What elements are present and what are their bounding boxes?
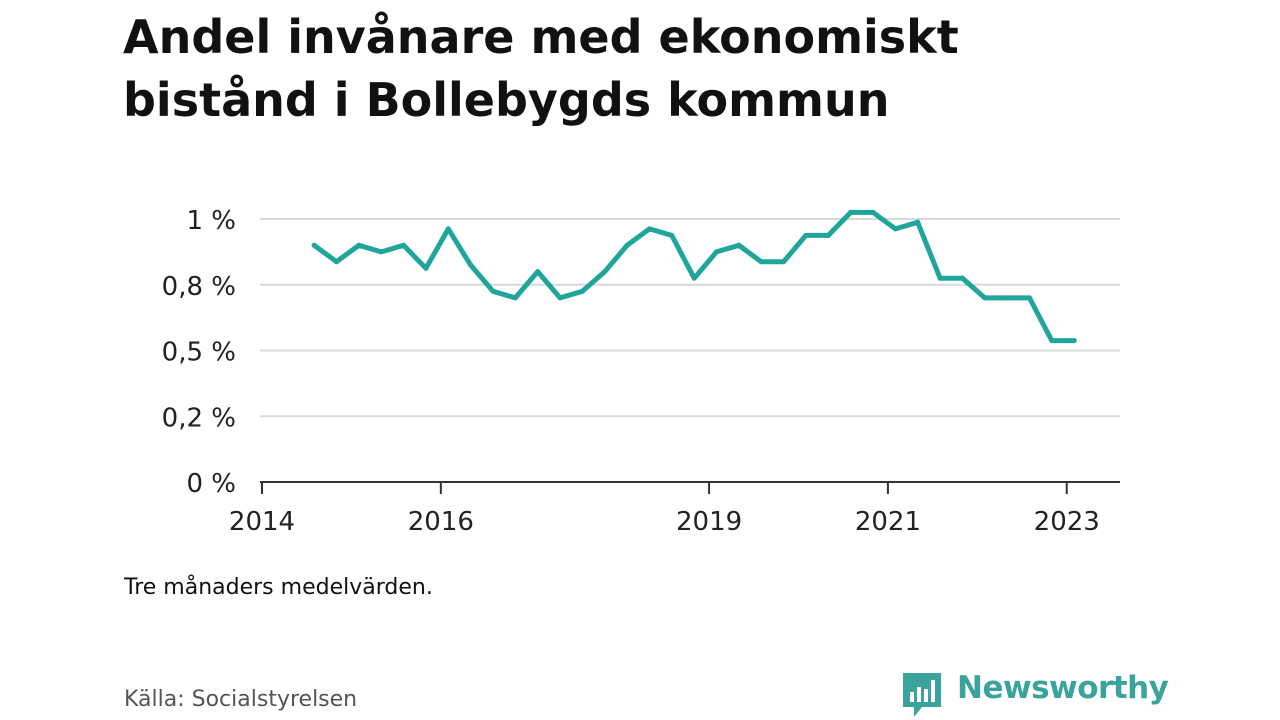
data-point (468, 262, 474, 268)
gridlines (260, 218, 1120, 418)
x-tick-label: 2019 (676, 507, 742, 537)
x-tick-label: 2014 (229, 507, 295, 537)
data-point (982, 295, 988, 301)
data-point (535, 269, 541, 275)
data-point (646, 226, 652, 232)
data-point (892, 226, 898, 232)
data-point (557, 295, 563, 301)
y-tick-label: 0 % (186, 469, 236, 499)
data-point (937, 275, 943, 281)
data-point (758, 259, 764, 265)
data-point (378, 249, 384, 255)
data-point (602, 269, 608, 275)
data-point (669, 232, 675, 238)
data-point (870, 209, 876, 215)
y-axis-tick-labels: 0 % 0,2 % 0,5 % 0,8 % 1 % (162, 206, 236, 499)
data-point (803, 232, 809, 238)
data-point (959, 275, 965, 281)
data-point (624, 242, 630, 248)
source-credit: Källa: Socialstyrelsen (124, 687, 358, 712)
data-point (781, 259, 787, 265)
data-point (848, 209, 854, 215)
data-point (445, 226, 451, 232)
chart-note: Tre månaders medelvärden. (124, 575, 433, 600)
data-point (1071, 338, 1077, 344)
data-point (1026, 295, 1032, 301)
line-chart: 0 %0,2 %0,5 %0,8 %1 % 2014 2016 2019 2021 20… (162, 206, 1120, 537)
chart-title: Andel invånare med ekonomiskt bistånd i … (123, 10, 959, 127)
data-point (311, 242, 317, 248)
data-point (915, 219, 921, 225)
y-tick-label: 0,5 % (162, 338, 236, 368)
data-point (423, 265, 429, 271)
x-tick-label: 2016 (408, 507, 474, 537)
data-point (691, 275, 697, 281)
bar-chart-speech-icon (903, 673, 941, 717)
data-point (334, 259, 340, 265)
x-tick-label: 2021 (855, 507, 921, 537)
brand-name: Newsworthy (957, 670, 1169, 706)
data-point (490, 288, 496, 294)
data-point (1004, 295, 1010, 301)
y-tick-label: 0,8 % (162, 272, 236, 302)
y-tick-label: 1 % (186, 206, 236, 236)
data-point (401, 242, 407, 248)
x-axis-ticks: 2014 2016 2019 2021 2023 (229, 482, 1100, 537)
data-point (356, 242, 362, 248)
x-tick-label: 2023 (1034, 507, 1100, 537)
data-point (825, 232, 831, 238)
data-point (714, 249, 720, 255)
data-point (1049, 338, 1055, 344)
y-tick-label: 0,2 % (162, 403, 236, 433)
data-point (579, 288, 585, 294)
data-points (311, 209, 1077, 344)
data-point (736, 242, 742, 248)
data-point (512, 295, 518, 301)
